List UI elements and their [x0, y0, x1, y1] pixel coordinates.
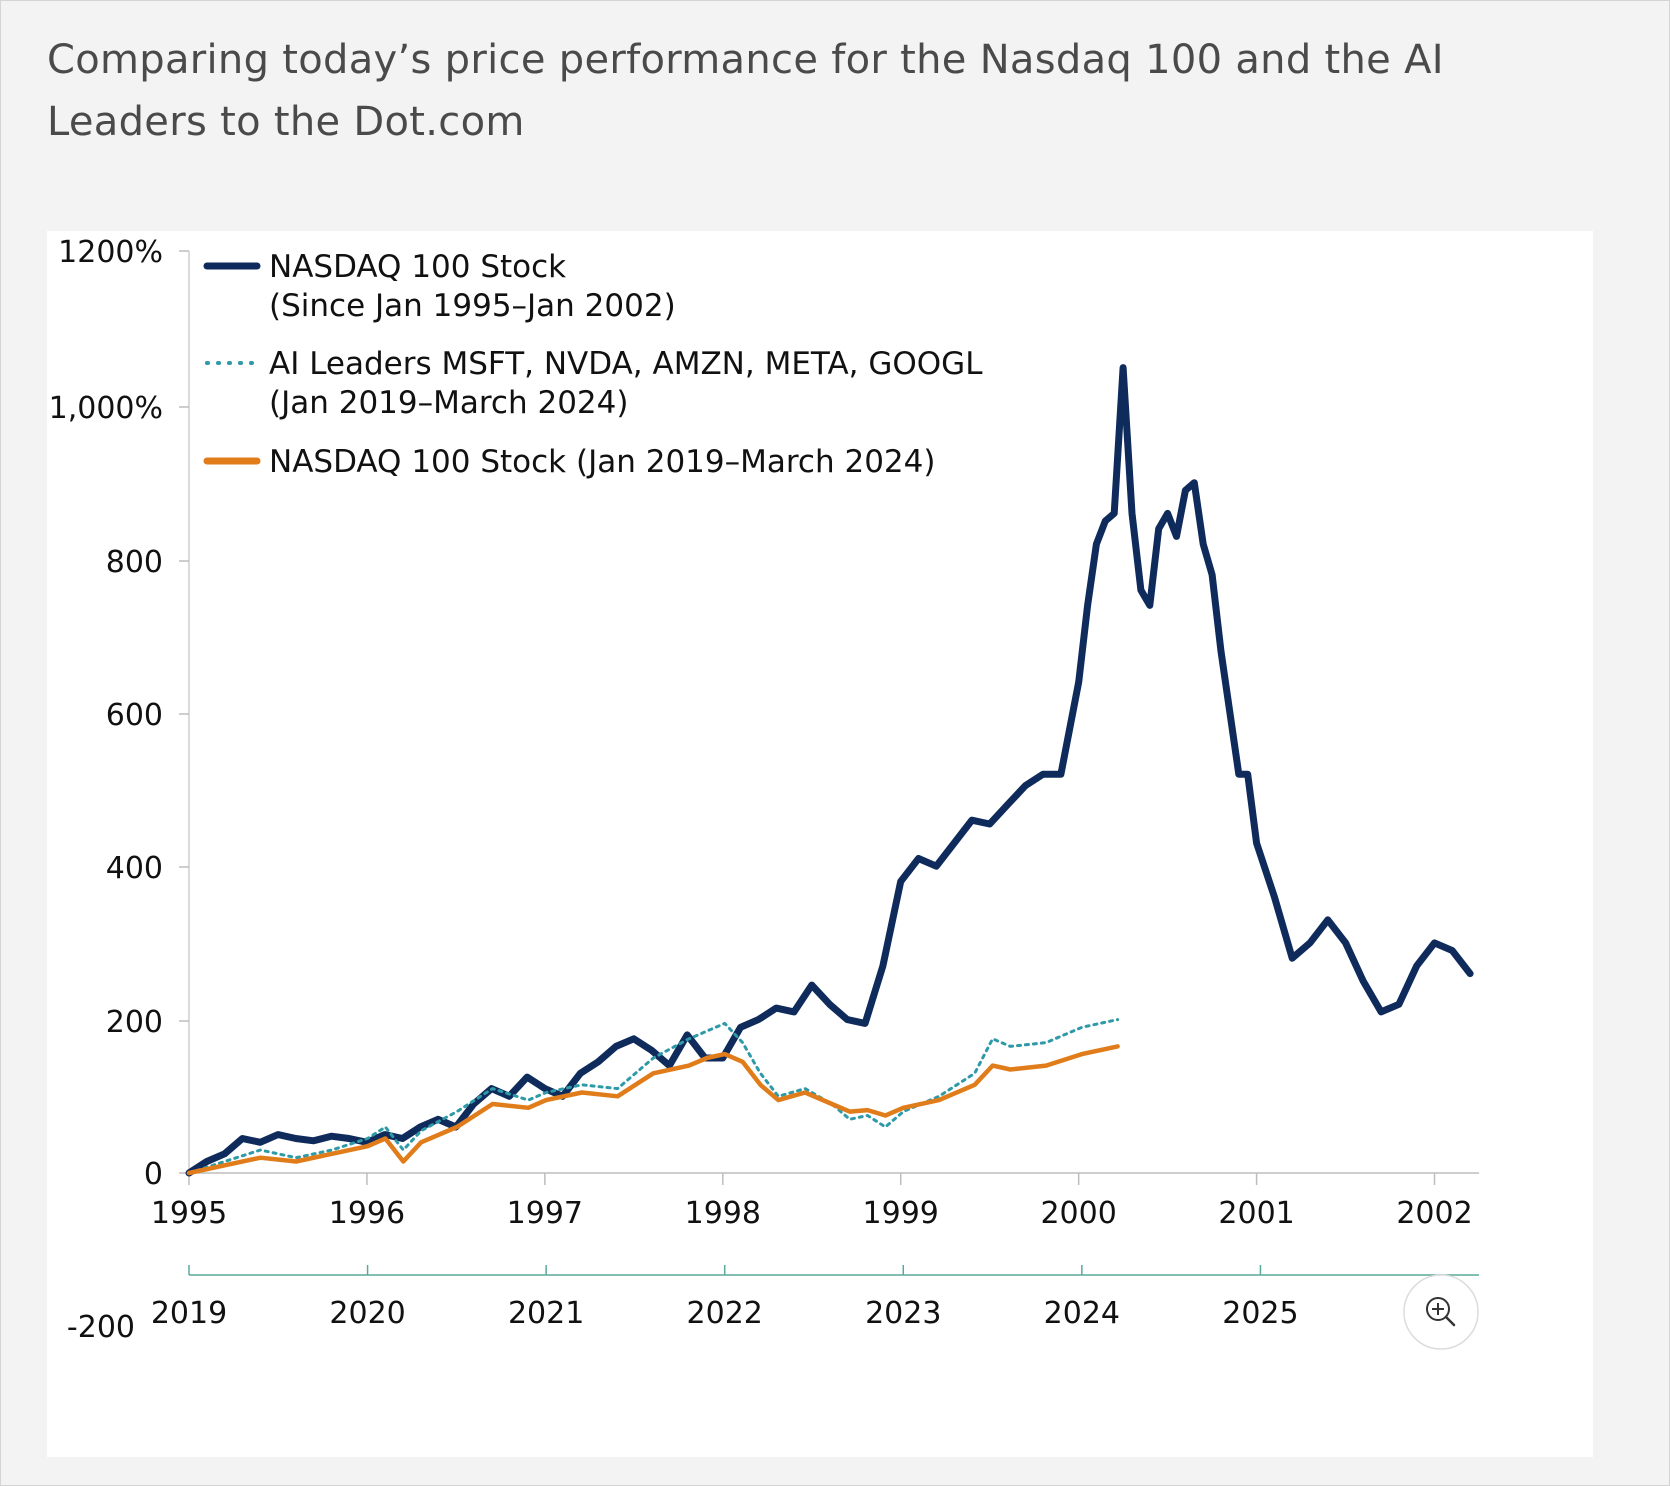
- y-tick-label: -200: [67, 1310, 135, 1345]
- zoom-icon-handle: [1444, 1315, 1456, 1327]
- y-tick-label: 1200%: [58, 235, 163, 270]
- x-bottom-tick-label: 2025: [1222, 1296, 1298, 1331]
- legend-label-1: (Since Jan 1995–Jan 2002): [269, 288, 676, 324]
- chart-title: Comparing today’s price performance for …: [47, 37, 1444, 145]
- series-line-1: [185, 364, 1474, 1177]
- zoom-button-circle: [1403, 1274, 1479, 1350]
- x-top-tick-label: 1996: [329, 1196, 405, 1231]
- legend-label-1: NASDAQ 100 Stock: [269, 249, 566, 285]
- x-top-tick-label: 2002: [1396, 1196, 1472, 1231]
- legend-label-2: AI Leaders MSFT, NVDA, AMZN, META, GOOGL: [269, 346, 983, 382]
- series-line-3: [186, 1044, 1120, 1176]
- y-tick-label: 0: [144, 1157, 163, 1192]
- x-top-tick-label: 1999: [863, 1196, 939, 1231]
- y-tick-label: 200: [106, 1005, 163, 1040]
- zoom-icon-lens: [1426, 1297, 1450, 1321]
- x-top-tick-label: 2000: [1040, 1196, 1116, 1231]
- series-line-2: [187, 1018, 1120, 1175]
- x-top-tick-label: 1997: [507, 1196, 583, 1231]
- x-bottom-tick-label: 2020: [329, 1296, 405, 1331]
- zoom-in-icon: [1426, 1297, 1456, 1327]
- x-bottom-tick-label: 2024: [1044, 1296, 1120, 1331]
- zoom-button[interactable]: [1403, 1274, 1479, 1350]
- x-top-tick-label: 1995: [151, 1196, 227, 1231]
- y-tick-label: 600: [106, 698, 163, 733]
- x-bottom-tick-label: 2022: [687, 1296, 763, 1331]
- x-top-tick-label: 1998: [685, 1196, 761, 1231]
- x-top-tick-label: 2001: [1218, 1196, 1294, 1231]
- legend-label-2: (Jan 2019–March 2024): [269, 385, 628, 421]
- x-bottom-tick-label: 2023: [865, 1296, 941, 1331]
- chart-panel: 1200% 1,000% 800 600 400 200 0 -200 1995 1996 1997…: [47, 231, 1593, 1457]
- y-tick-label: 800: [106, 545, 163, 580]
- x-bottom-tick-label: 2021: [508, 1296, 584, 1331]
- x-bottom-tick-label: 2019: [151, 1296, 227, 1331]
- y-tick-label: 1,000%: [49, 391, 163, 426]
- legend-label-3: NASDAQ 100 Stock (Jan 2019–March 2024): [269, 444, 935, 480]
- y-tick-label: 400: [106, 851, 163, 886]
